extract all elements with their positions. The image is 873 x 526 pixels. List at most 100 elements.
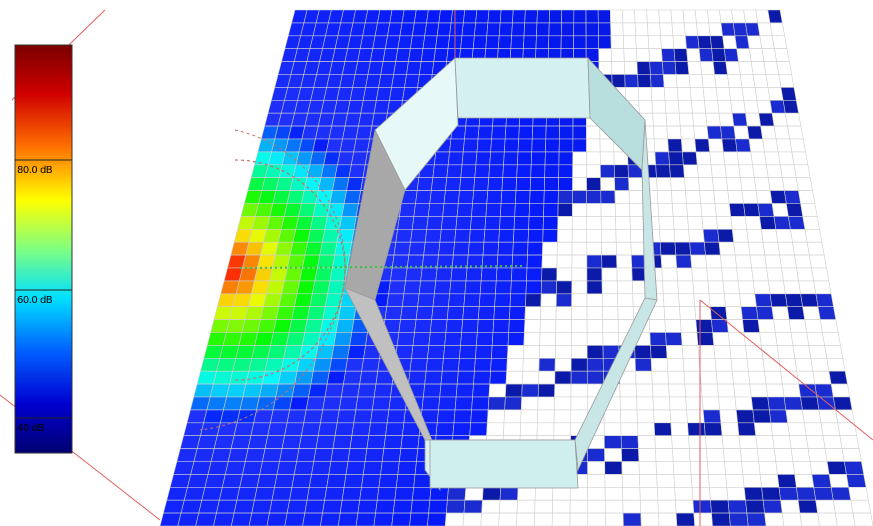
grid-cell (515, 191, 530, 204)
grid-cell (658, 513, 676, 526)
grid-cell (248, 436, 268, 449)
grid-cell (758, 320, 775, 333)
grid-cell (769, 410, 787, 423)
grid-cell (329, 462, 348, 475)
grid-cell (490, 371, 507, 384)
grid-cell (659, 10, 672, 23)
grid-cell (774, 49, 789, 62)
grid-cell (428, 204, 444, 217)
grid-cell (727, 487, 746, 500)
grid-cell (541, 281, 557, 294)
grid-cell (794, 165, 810, 178)
grid-cell (512, 23, 525, 36)
grid-cell (695, 307, 712, 320)
grid-cell (466, 268, 482, 281)
grid-cell (398, 36, 413, 49)
grid-cell (674, 474, 692, 487)
grid-cell (281, 358, 300, 371)
grid-cell (478, 126, 493, 139)
grid-cell (724, 462, 742, 475)
grid-cell (413, 333, 430, 346)
grid-cell (731, 216, 747, 229)
grid-cell (719, 397, 737, 410)
grid-cell (507, 358, 524, 371)
grid-cell (554, 410, 571, 423)
grid-cell (322, 229, 339, 242)
grid-cell (339, 216, 356, 229)
grid-cell (406, 268, 423, 281)
grid-cell (771, 423, 789, 436)
grid-cell (501, 191, 516, 204)
grid-cell (712, 513, 731, 526)
grid-cell (601, 191, 615, 204)
grid-cell (699, 49, 713, 62)
grid-cell (304, 410, 323, 423)
grid-cell (588, 487, 606, 500)
grid-cell (240, 397, 259, 410)
grid-cell (818, 513, 838, 526)
grid-cell (318, 423, 337, 436)
grid-cell (587, 333, 603, 346)
grid-cell (535, 487, 553, 500)
grid-cell (559, 152, 573, 165)
grid-cell (763, 358, 781, 371)
grid-cell (630, 216, 645, 229)
grid-cell (605, 462, 622, 475)
grid-cell (507, 345, 523, 358)
grid-cell (396, 49, 411, 62)
grid-cell (309, 474, 328, 487)
grid-cell (573, 178, 587, 191)
grid-cell (731, 100, 746, 113)
grid-cell (797, 268, 814, 281)
grid-cell (744, 487, 763, 500)
legend-label: 40 dB (17, 423, 44, 434)
grid-cell (545, 139, 559, 152)
grid-cell (672, 204, 687, 217)
grid-cell (277, 462, 297, 475)
grid-cell (512, 255, 528, 268)
grid-cell (781, 87, 796, 100)
grid-cell (530, 191, 545, 204)
grid-cell (587, 204, 601, 217)
grid-cell (736, 410, 754, 423)
grid-cell (332, 255, 349, 268)
grid-cell (605, 487, 623, 500)
grid-cell (649, 320, 665, 333)
grid-cell (367, 436, 386, 449)
grid-cell (500, 204, 515, 217)
grid-cell (657, 487, 675, 500)
grid-cell (545, 152, 559, 165)
grid-cell (433, 294, 450, 307)
grid-cell (305, 500, 325, 513)
grid-cell (788, 126, 804, 139)
grid-cell (793, 345, 811, 358)
grid-cell (747, 36, 761, 49)
grid-cell (654, 139, 668, 152)
grid-cell (807, 242, 824, 255)
grid-cell (540, 320, 556, 333)
grid-cell (765, 255, 782, 268)
grid-cell (667, 358, 684, 371)
grid-cell (340, 500, 359, 513)
grid-cell (770, 23, 785, 36)
grid-cell (734, 384, 752, 397)
grid-cell (617, 281, 633, 294)
grid-cell (806, 436, 825, 449)
grid-cell (663, 294, 679, 307)
grid-cell (706, 255, 722, 268)
grid-cell (664, 87, 678, 100)
grid-cell (285, 423, 304, 436)
grid-cell (736, 139, 751, 152)
grid-cell (571, 345, 587, 358)
grid-cell (338, 513, 358, 526)
page: {"legend": {"labels": ["80.0 dB", "60.0 … (0, 0, 873, 526)
grid-cell (526, 281, 542, 294)
grid-cell (683, 10, 696, 23)
grid-cell (231, 436, 251, 449)
grid-cell (440, 384, 457, 397)
grid-cell (490, 152, 505, 165)
grid-cell (759, 113, 774, 126)
grid-cell (450, 23, 464, 36)
grid-cell (337, 229, 354, 242)
grid-cell (517, 152, 531, 165)
